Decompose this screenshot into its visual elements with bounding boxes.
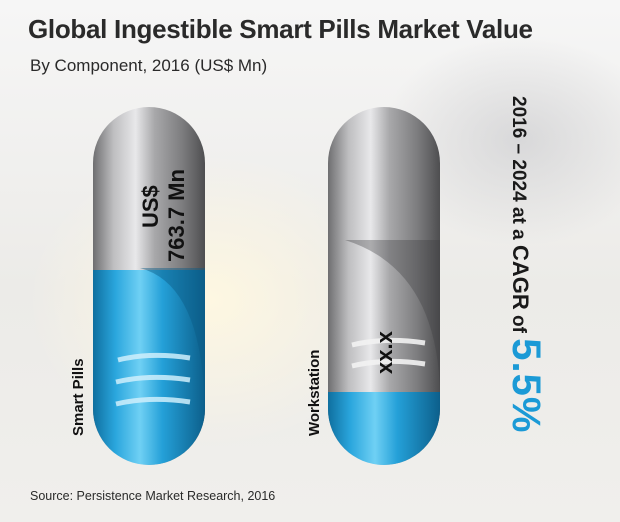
cagr-prefix: 2016 – 2024 at a bbox=[508, 96, 529, 245]
pill-stripes bbox=[115, 352, 191, 407]
source-note: Source: Persistence Market Research, 201… bbox=[30, 489, 276, 503]
bar-fill-smart-pills bbox=[93, 270, 205, 465]
value-label-smart-pills-amount: 763.7 Mn bbox=[164, 169, 189, 262]
bar-smart-pills bbox=[93, 107, 205, 465]
bar-workstation bbox=[328, 107, 440, 465]
pill-stripes bbox=[351, 337, 426, 369]
bar-fill-workstation bbox=[328, 392, 440, 465]
chart-subtitle: By Component, 2016 (US$ Mn) bbox=[30, 56, 268, 75]
value-label-workstation: xx.x bbox=[372, 331, 397, 374]
category-label-smart-pills: Smart Pills bbox=[70, 358, 87, 436]
cagr-callout: 2016 – 2024 at a CAGR of 5.5% bbox=[503, 96, 548, 433]
category-label-workstation: Workstation bbox=[306, 349, 323, 436]
value-label-smart-pills-currency: US$ bbox=[138, 185, 163, 228]
chart-title: Global Ingestible Smart Pills Market Val… bbox=[28, 14, 533, 44]
cagr-label: CAGR bbox=[508, 244, 533, 310]
cagr-of: of bbox=[508, 309, 529, 339]
cagr-value: 5.5% bbox=[504, 338, 548, 434]
